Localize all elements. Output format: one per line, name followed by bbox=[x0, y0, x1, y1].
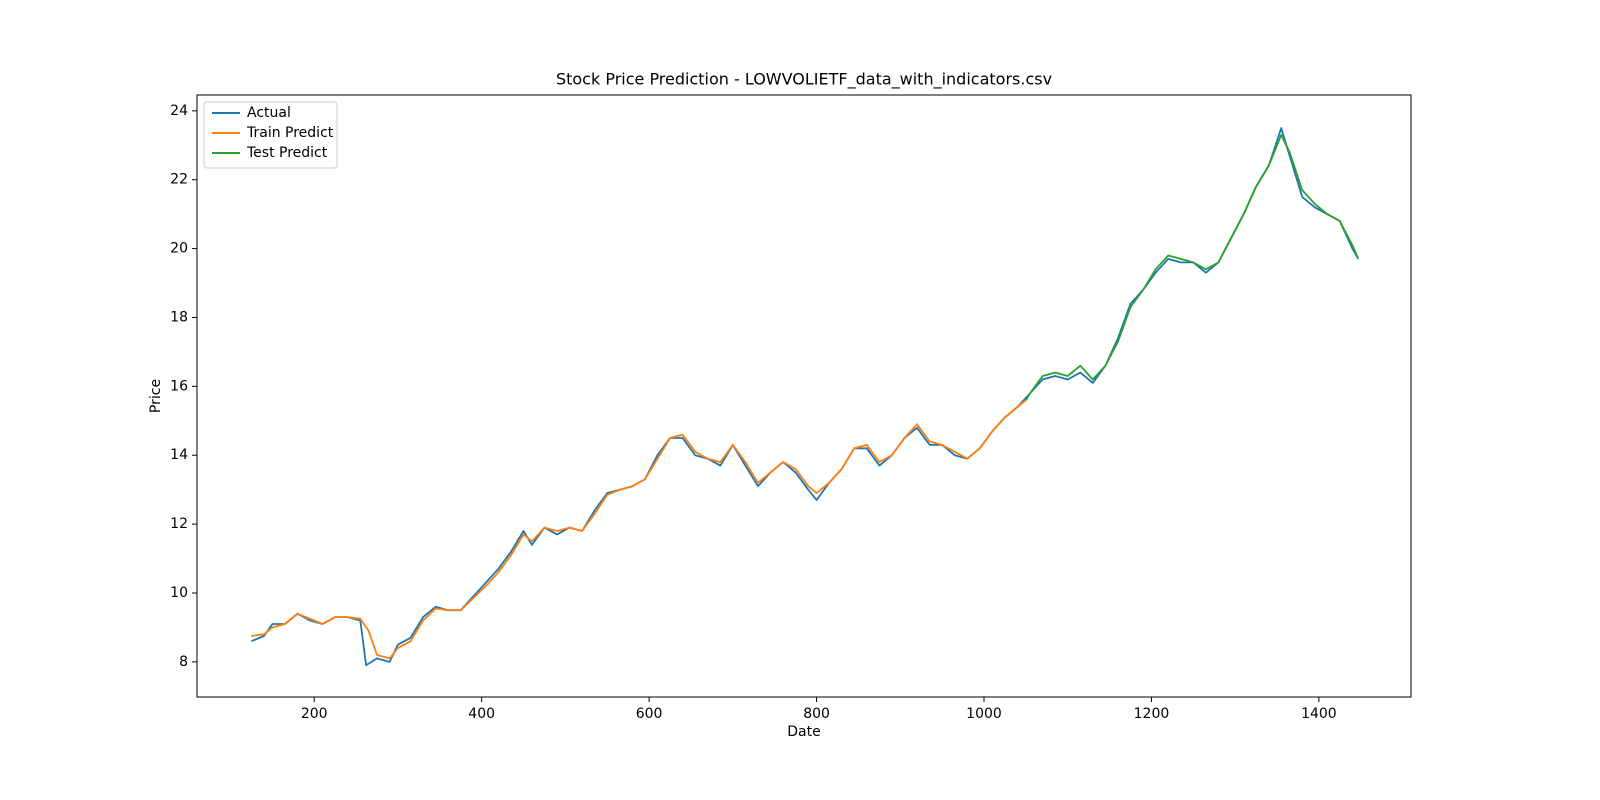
x-tick-label: 400 bbox=[468, 706, 495, 722]
x-tick-label: 200 bbox=[301, 706, 328, 722]
y-tick-label: 12 bbox=[170, 516, 188, 532]
y-tick-label: 14 bbox=[170, 447, 188, 463]
legend-label: Train Predict bbox=[246, 125, 334, 141]
legend-label: Actual bbox=[247, 105, 291, 121]
legend-box bbox=[203, 101, 338, 169]
chart-title: Stock Price Prediction - LOWVOLIETF_data… bbox=[556, 70, 1052, 90]
series-line bbox=[1025, 134, 1360, 401]
y-tick-label: 18 bbox=[170, 309, 188, 325]
plot-frame bbox=[196, 94, 1412, 698]
y-tick-label: 22 bbox=[170, 172, 188, 188]
x-tick-label: 1400 bbox=[1301, 706, 1337, 722]
x-tick-label: 600 bbox=[636, 706, 663, 722]
legend: Actual Train Predict Test Predict bbox=[203, 101, 338, 169]
series-line bbox=[251, 127, 1360, 667]
series-line bbox=[251, 399, 1027, 660]
y-axis-label: Price bbox=[148, 379, 164, 413]
legend-label: Test Predict bbox=[246, 145, 328, 161]
y-tick-label: 16 bbox=[170, 378, 188, 394]
y-tick-label: 24 bbox=[170, 103, 188, 119]
x-axis-label: Date bbox=[787, 724, 820, 740]
x-tick-label: 800 bbox=[803, 706, 830, 722]
x-tick-label: 1200 bbox=[1134, 706, 1170, 722]
y-tick-label: 10 bbox=[170, 585, 188, 601]
y-tick-label: 8 bbox=[179, 654, 188, 670]
y-tick-label: 20 bbox=[170, 241, 188, 257]
x-tick-label: 1000 bbox=[966, 706, 1002, 722]
